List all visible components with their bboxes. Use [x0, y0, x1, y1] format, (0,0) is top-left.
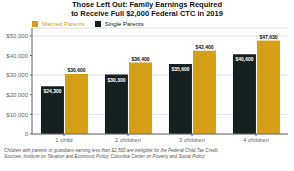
svg-text:$50,000: $50,000 [8, 33, 29, 39]
svg-text:0: 0 [25, 131, 29, 137]
svg-text:$24,300: $24,300 [43, 88, 61, 94]
html-text:Married Parents: Married Parents [42, 21, 85, 27]
svg-text:2 children: 2 children [115, 137, 141, 143]
html-text:Single Parents: Single Parents [104, 21, 144, 27]
html-text:Sources: Institute on Taxation: Sources: Institute on Taxation and Econo… [4, 154, 205, 159]
svg-text:$42,400: $42,400 [195, 44, 213, 50]
svg-text:1 child: 1 child [55, 137, 72, 143]
svg-text:$30,000: $30,000 [8, 72, 29, 78]
svg-text:$36,400: $36,400 [131, 56, 149, 62]
svg-text:$35,600: $35,600 [171, 66, 189, 72]
html-text:to Receive Full $2,000 Federal: to Receive Full $2,000 Federal CTC in 20… [71, 9, 223, 18]
svg-text:$20,000: $20,000 [8, 92, 29, 98]
html-text:Children with parents or guard: Children with parents or guardians earni… [4, 148, 219, 153]
html-text:Those Left Out: Family Earning: Those Left Out: Family Earnings Required [72, 0, 222, 9]
svg-text:4 children: 4 children [243, 137, 269, 143]
svg-text:3 children: 3 children [179, 137, 205, 143]
svg-text:$47,630: $47,630 [259, 34, 277, 40]
svg-text:$40,600: $40,600 [235, 56, 253, 62]
svg-text:$10,000: $10,000 [8, 112, 29, 118]
svg-text:$40,000: $40,000 [8, 53, 29, 59]
svg-text:$30,300: $30,300 [107, 77, 125, 83]
svg-text:$30,600: $30,600 [67, 67, 85, 73]
